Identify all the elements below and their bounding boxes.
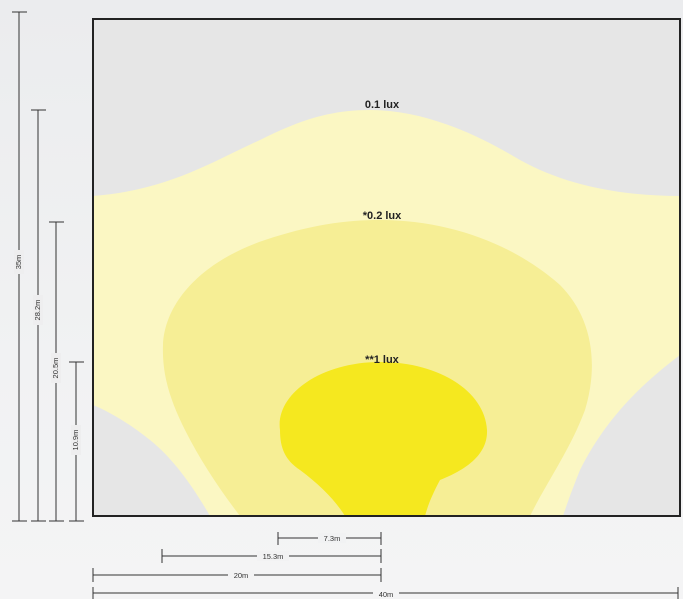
- vertical-dimension-35m-label: 35m: [14, 255, 23, 270]
- horizontal-dimension-20m: 20m: [92, 568, 382, 582]
- vertical-dimension-28-2m-label: 28.2m: [33, 300, 42, 321]
- contour-label-0-1-lux: 0.1 lux: [365, 99, 400, 111]
- horizontal-dimension-15-3m-label: 15.3m: [263, 552, 284, 561]
- vertical-dimension-10-9m: 10.9m: [69, 361, 84, 522]
- horizontal-dimension-20m-label: 20m: [234, 571, 249, 580]
- contour-label-0-2-lux: *0.2 lux: [363, 210, 402, 222]
- horizontal-dimension-40m: 40m: [92, 587, 679, 599]
- vertical-dimension-20-5m-label: 20.5m: [51, 358, 60, 379]
- horizontal-dimension-15-3m: 15.3m: [161, 549, 382, 563]
- vertical-dimension-20-5m: 20.5m: [49, 221, 64, 522]
- vertical-dimension-10-9m-label: 10.9m: [71, 430, 80, 451]
- contour-1-lux: [279, 362, 488, 516]
- horizontal-dimension-40m-label: 40m: [379, 590, 394, 599]
- plot-frame: [92, 18, 681, 517]
- vertical-dimension-35m: 35m: [12, 11, 27, 522]
- vertical-dimension-28-2m: 28.2m: [31, 109, 46, 522]
- horizontal-dimension-7-3m-label: 7.3m: [324, 534, 341, 543]
- horizontal-dimension-7-3m: 7.3m: [277, 532, 382, 545]
- contour-label-1-lux: **1 lux: [365, 354, 400, 366]
